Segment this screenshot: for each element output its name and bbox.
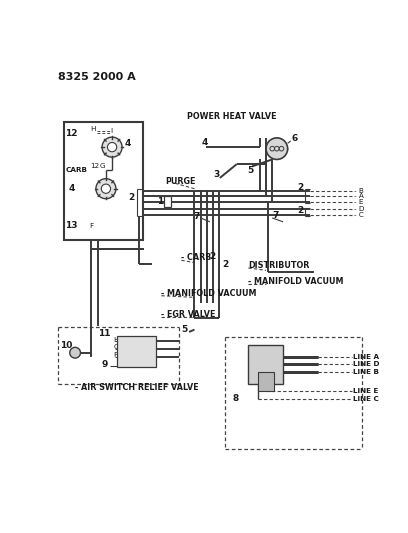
Text: - E: - E — [354, 199, 364, 205]
Bar — [164, 196, 171, 207]
Text: 2: 2 — [209, 252, 215, 261]
Text: 11: 11 — [98, 329, 111, 338]
Text: F: F — [89, 223, 93, 229]
Text: 7: 7 — [193, 212, 200, 221]
Text: - D: - D — [354, 206, 364, 212]
Circle shape — [70, 348, 80, 358]
Text: 6: 6 — [291, 134, 298, 143]
Text: I: I — [111, 128, 113, 134]
Text: - MANIFOLD VACUUM: - MANIFOLD VACUUM — [248, 277, 344, 286]
Text: - CARB: - CARB — [182, 254, 212, 262]
Text: LINE D: LINE D — [353, 361, 379, 367]
Bar — [64, 122, 143, 239]
Text: 5: 5 — [248, 166, 254, 175]
Text: H: H — [113, 337, 119, 343]
Text: CARB: CARB — [66, 167, 88, 173]
Text: LINE C: LINE C — [353, 396, 379, 402]
Text: LINE A: LINE A — [353, 353, 379, 360]
Text: 13: 13 — [65, 221, 78, 230]
Text: 8: 8 — [232, 394, 238, 403]
Text: 4: 4 — [68, 184, 74, 193]
Text: H: H — [91, 126, 96, 132]
Text: 12: 12 — [65, 129, 78, 138]
Text: - A: - A — [354, 193, 364, 199]
Text: 10: 10 — [60, 341, 72, 350]
Text: 2: 2 — [128, 192, 135, 201]
Circle shape — [266, 138, 288, 159]
Text: - MANIFOLD VACUUM: - MANIFOLD VACUUM — [161, 289, 257, 298]
Bar — [248, 345, 283, 384]
Text: 12: 12 — [91, 164, 100, 169]
Circle shape — [101, 184, 111, 193]
Bar — [118, 336, 156, 367]
Text: 2: 2 — [222, 260, 228, 269]
Text: 2: 2 — [297, 206, 303, 215]
Text: 7: 7 — [272, 211, 279, 220]
Text: POWER HEAT VALVE: POWER HEAT VALVE — [187, 112, 276, 121]
Text: - AIR SWITCH RELIEF VALVE: - AIR SWITCH RELIEF VALVE — [75, 383, 199, 392]
Text: 1: 1 — [157, 197, 163, 206]
Text: 8325 2000 A: 8325 2000 A — [58, 72, 136, 82]
Text: 4: 4 — [124, 139, 131, 148]
Circle shape — [102, 137, 122, 157]
Bar — [258, 372, 274, 391]
Text: 9: 9 — [101, 360, 108, 369]
Text: LINE E: LINE E — [353, 388, 379, 394]
Text: DISTRIBUTOR: DISTRIBUTOR — [248, 261, 310, 270]
Text: - C: - C — [354, 212, 364, 218]
Circle shape — [96, 179, 116, 199]
Text: 2: 2 — [297, 183, 303, 192]
Text: 5: 5 — [181, 325, 188, 334]
Text: - B: - B — [354, 188, 364, 194]
Text: LINE B: LINE B — [353, 369, 379, 375]
Text: 3: 3 — [213, 169, 219, 179]
Circle shape — [107, 142, 117, 152]
Text: F: F — [113, 352, 118, 358]
Text: - EGR VALVE: - EGR VALVE — [161, 310, 216, 319]
Text: 4: 4 — [201, 138, 208, 147]
Text: PURGE: PURGE — [165, 176, 195, 185]
Text: G: G — [113, 344, 119, 350]
Text: G: G — [100, 164, 105, 169]
